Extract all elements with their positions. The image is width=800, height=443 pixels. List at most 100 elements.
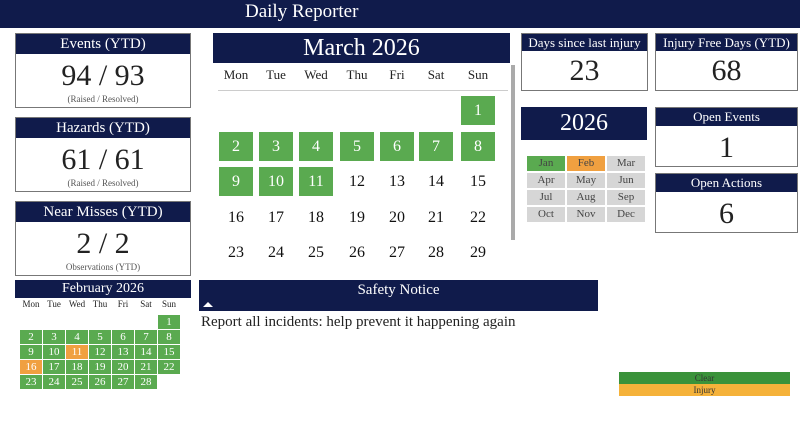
feb-day-cell[interactable]: 7 (135, 330, 157, 344)
march-day-cell[interactable]: 23 (228, 244, 244, 261)
open-actions-card[interactable]: Open Actions 6 (655, 173, 798, 233)
calendar-scrollbar[interactable] (511, 65, 515, 240)
march-day-cell[interactable]: 12 (349, 173, 365, 190)
open-events-card[interactable]: Open Events 1 (655, 107, 798, 167)
feb-day-cell[interactable]: 27 (112, 375, 134, 389)
feb-day-cell[interactable]: 28 (135, 375, 157, 389)
month-cell[interactable]: Mar (607, 156, 645, 171)
feb-day-cell[interactable]: 10 (43, 345, 65, 359)
safety-notice-header: Safety Notice (199, 280, 598, 311)
march-day-cell[interactable]: 2 (219, 131, 253, 161)
feb-day-cell[interactable]: 8 (158, 330, 180, 344)
march-day-cell[interactable]: 22 (470, 208, 486, 226)
feb-day-cell[interactable]: 23 (20, 375, 42, 389)
safety-notice-title: Safety Notice (357, 282, 440, 298)
feb-day-header: Sat (140, 299, 152, 309)
march-day-header: Fri (389, 67, 405, 82)
feb-day-cell[interactable]: 21 (135, 360, 157, 374)
feb-day-cell[interactable]: 15 (158, 345, 180, 359)
feb-day-header: Tue (47, 299, 61, 309)
march-day-cell[interactable]: 13 (389, 173, 405, 190)
march-day-cell[interactable]: 20 (389, 208, 405, 226)
feb-day-cell[interactable]: 22 (158, 360, 180, 374)
feb-day-cell[interactable]: 26 (89, 375, 111, 389)
near-misses-card[interactable]: Near Misses (YTD) 2 / 2 Observations (YT… (15, 201, 191, 276)
month-cell[interactable]: Sep (607, 190, 645, 205)
feb-day-header: Sun (161, 299, 176, 309)
feb-day-cell[interactable]: 4 (66, 330, 88, 344)
days-since-value: 23 (569, 54, 600, 87)
march-day-cell[interactable]: 1 (461, 96, 495, 125)
feb-day-cell[interactable]: 25 (66, 375, 88, 389)
feb-day-cell[interactable]: 2 (20, 330, 42, 344)
month-cell[interactable]: Jul (527, 190, 565, 205)
month-cell[interactable]: May (567, 173, 605, 188)
month-cell[interactable]: Nov (567, 207, 605, 222)
march-day-cell[interactable]: 10 (259, 167, 293, 196)
march-day-cell[interactable]: 29 (470, 244, 486, 261)
feb-day-cell[interactable]: 6 (112, 330, 134, 344)
month-cell[interactable]: Oct (527, 207, 565, 222)
month-cell[interactable]: Aug (567, 190, 605, 205)
hazards-title: Hazards (YTD) (16, 118, 190, 138)
march-day-cell[interactable]: 19 (349, 208, 365, 226)
injury-free-value: 68 (711, 54, 742, 87)
march-day-cell[interactable]: 5 (340, 131, 374, 161)
march-day-cell[interactable]: 18 (308, 208, 324, 226)
feb-day-cell[interactable]: 16 (20, 360, 42, 374)
feb-day-cell[interactable]: 18 (66, 360, 88, 374)
march-day-cell[interactable]: 8 (461, 131, 495, 161)
march-day-cell[interactable]: 26 (349, 244, 365, 261)
march-day-cell[interactable]: 4 (299, 131, 333, 161)
app-title: Daily Reporter (245, 1, 359, 22)
february-title: February 2026 (15, 280, 191, 298)
march-day-cell[interactable]: 6 (380, 131, 414, 161)
march-day-cell[interactable]: 11 (299, 167, 333, 196)
march-day-header: Mon (223, 67, 249, 82)
month-cell[interactable]: Dec (607, 207, 645, 222)
march-day-cell[interactable]: 16 (228, 208, 244, 226)
days-since-title: Days since last injury (522, 34, 647, 51)
month-cell[interactable]: Feb (567, 156, 605, 171)
feb-day-cell[interactable]: 13 (112, 345, 134, 359)
title-bar: Daily Reporter (0, 0, 800, 28)
feb-day-cell[interactable]: 19 (89, 360, 111, 374)
march-day-cell[interactable]: 28 (428, 244, 444, 261)
open-events-value: 1 (719, 131, 734, 164)
feb-day-cell[interactable]: 24 (43, 375, 65, 389)
month-cell[interactable]: Jun (607, 173, 645, 188)
feb-day-cell[interactable]: 17 (43, 360, 65, 374)
year-title: 2026 (521, 107, 647, 140)
collapse-arrow-icon[interactable] (203, 302, 213, 307)
march-day-cell[interactable]: 15 (470, 173, 486, 190)
march-day-cell[interactable]: 17 (268, 208, 284, 226)
feb-day-header: Thu (92, 299, 108, 309)
march-day-cell[interactable]: 14 (428, 173, 444, 190)
feb-day-header: Fri (117, 299, 129, 309)
march-day-cell[interactable]: 24 (268, 244, 284, 261)
safety-notice-text: Report all incidents: help prevent it ha… (201, 314, 516, 330)
march-day-cell[interactable]: 25 (308, 244, 324, 261)
march-day-cell[interactable]: 7 (419, 131, 453, 161)
feb-day-cell[interactable]: 14 (135, 345, 157, 359)
feb-day-header: Mon (22, 299, 40, 309)
march-day-cell[interactable]: 3 (259, 131, 293, 161)
month-cell[interactable]: Jan (527, 156, 565, 171)
events-card[interactable]: Events (YTD) 94 / 93 (Raised / Resolved) (15, 33, 191, 108)
events-value: 94 / 93 (61, 59, 145, 92)
legend-clear: Clear (619, 372, 790, 384)
march-day-cell[interactable]: 27 (389, 244, 405, 261)
feb-day-cell[interactable]: 12 (89, 345, 111, 359)
feb-day-cell[interactable]: 9 (20, 345, 42, 359)
march-day-header: Sun (467, 67, 489, 82)
month-cell[interactable]: Apr (527, 173, 565, 188)
hazards-card[interactable]: Hazards (YTD) 61 / 61 (Raised / Resolved… (15, 117, 191, 192)
near-misses-sub: Observations (YTD) (65, 262, 141, 272)
feb-day-cell[interactable]: 5 (89, 330, 111, 344)
feb-day-cell[interactable]: 11 (66, 345, 88, 359)
feb-day-cell[interactable]: 1 (158, 315, 180, 329)
march-day-cell[interactable]: 9 (219, 167, 253, 196)
feb-day-cell[interactable]: 20 (112, 360, 134, 374)
march-day-cell[interactable]: 21 (428, 208, 444, 226)
feb-day-cell[interactable]: 3 (43, 330, 65, 344)
